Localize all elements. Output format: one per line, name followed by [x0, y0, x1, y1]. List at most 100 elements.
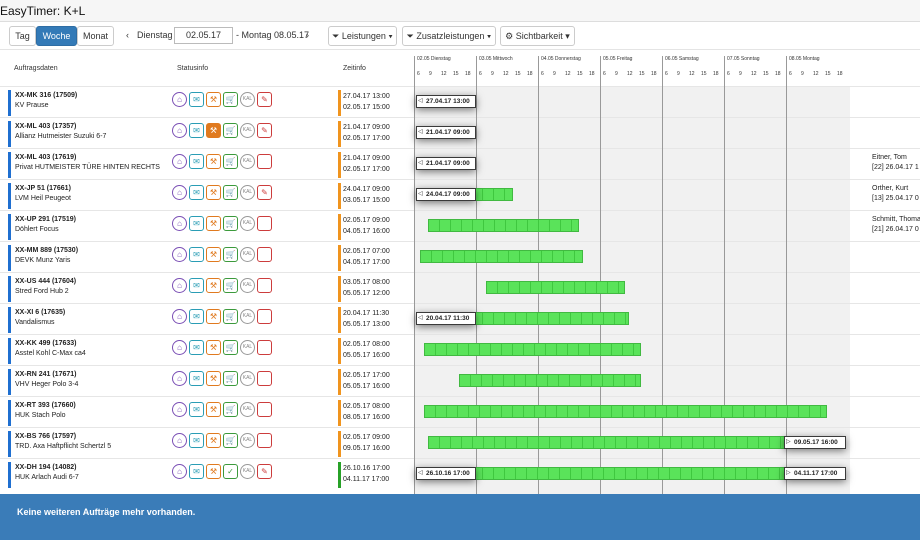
- tool-icon[interactable]: ⚒: [206, 154, 221, 169]
- pencil-icon[interactable]: ✎: [257, 92, 272, 107]
- cart-icon[interactable]: 🛒: [223, 123, 238, 138]
- mail-icon[interactable]: ✉: [189, 92, 204, 107]
- cart-icon[interactable]: 🛒: [223, 371, 238, 386]
- pencil-icon[interactable]: [257, 247, 272, 262]
- table-row[interactable]: XX-KK 499 (17633) Asstel Kohl C-Max ca4 ⌂ ✉…: [0, 334, 920, 365]
- tool-icon[interactable]: ⚒: [206, 185, 221, 200]
- kal-icon[interactable]: KAL: [240, 309, 255, 324]
- mail-icon[interactable]: ✉: [189, 464, 204, 479]
- kal-icon[interactable]: KAL: [240, 247, 255, 262]
- kal-icon[interactable]: KAL: [240, 216, 255, 231]
- gantt-bar[interactable]: [419, 250, 583, 263]
- cart-icon[interactable]: 🛒: [223, 309, 238, 324]
- start-overflow-tag[interactable]: ◁ 27.04.17 13:00: [416, 95, 476, 108]
- tool-icon[interactable]: ⚒: [206, 340, 221, 355]
- pencil-icon[interactable]: ✎: [257, 123, 272, 138]
- order-title[interactable]: XX-RT 393 (17660): [15, 402, 76, 409]
- tool-icon[interactable]: ⚒: [206, 433, 221, 448]
- tool-icon[interactable]: ⚒: [206, 309, 221, 324]
- leistungen-dropdown[interactable]: ⏷ Leistungen ▾: [328, 26, 397, 46]
- house-icon[interactable]: ⌂: [172, 123, 187, 138]
- house-icon[interactable]: ⌂: [172, 247, 187, 262]
- kal-icon[interactable]: KAL: [240, 123, 255, 138]
- table-row[interactable]: XX-UP 291 (17519) Döhlert Focus ⌂ ✉ ⚒ 🛒 KAL 02.…: [0, 210, 920, 241]
- gantt-bar[interactable]: [427, 219, 579, 232]
- order-title[interactable]: XX-US 444 (17604): [15, 278, 77, 285]
- table-row[interactable]: XX-ML 403 (17357) Allianz Hutmeister Suzu…: [0, 117, 920, 171]
- gantt-bar[interactable]: [423, 343, 641, 356]
- cart-icon[interactable]: 🛒: [223, 433, 238, 448]
- order-title[interactable]: XX-RN 241 (17671): [15, 371, 77, 378]
- kal-icon[interactable]: KAL: [240, 464, 255, 479]
- table-row[interactable]: XX-JP 51 (17661) LVM Heil Peugeot ⌂ ✉ ⚒ 🛒 KAL ✎…: [0, 179, 920, 233]
- gantt-bar[interactable]: [416, 467, 844, 480]
- house-icon[interactable]: ⌂: [172, 433, 187, 448]
- gantt-bar[interactable]: [423, 405, 827, 418]
- end-overflow-tag[interactable]: ▷ 09.05.17 16:00: [784, 436, 846, 449]
- mail-icon[interactable]: ✉: [189, 154, 204, 169]
- kal-icon[interactable]: KAL: [240, 278, 255, 293]
- pencil-icon[interactable]: [257, 402, 272, 417]
- kal-icon[interactable]: KAL: [240, 154, 255, 169]
- start-overflow-tag[interactable]: ◁ 21.04.17 09:00: [416, 157, 476, 170]
- order-title[interactable]: XX-KK 499 (17633): [15, 340, 77, 347]
- end-overflow-tag[interactable]: ▷ 04.11.17 17:00: [784, 467, 846, 480]
- house-icon[interactable]: ⌂: [172, 216, 187, 231]
- gantt-bar[interactable]: [485, 281, 626, 294]
- pencil-icon[interactable]: [257, 309, 272, 324]
- cart-icon[interactable]: 🛒: [223, 247, 238, 262]
- house-icon[interactable]: ⌂: [172, 185, 187, 200]
- table-row[interactable]: XX-XI 6 (17635) Vandalismus ⌂ ✉ ⚒ 🛒 KAL 20.04.1…: [0, 303, 920, 334]
- mail-icon[interactable]: ✉: [189, 247, 204, 262]
- kal-icon[interactable]: KAL: [240, 371, 255, 386]
- order-title[interactable]: XX-MM 889 (17530): [15, 247, 79, 254]
- start-overflow-tag[interactable]: ◁ 21.04.17 09:00: [416, 126, 476, 139]
- tool-icon[interactable]: ⚒: [206, 247, 221, 262]
- table-row[interactable]: XX-MK 316 (17509) KV Prause ⌂ ✉ ⚒ 🛒 KAL ✎ 27.04.…: [0, 86, 920, 117]
- mail-icon[interactable]: ✉: [189, 402, 204, 417]
- gantt-bar[interactable]: [458, 374, 641, 387]
- tool-icon[interactable]: ⚒: [206, 92, 221, 107]
- pencil-icon[interactable]: [257, 340, 272, 355]
- mail-icon[interactable]: ✉: [189, 309, 204, 324]
- order-title[interactable]: XX-ML 403 (17357): [15, 123, 77, 130]
- mail-icon[interactable]: ✉: [189, 185, 204, 200]
- order-title[interactable]: XX-DH 194 (14082): [15, 464, 77, 471]
- tool-icon[interactable]: ⚒: [206, 278, 221, 293]
- start-overflow-tag[interactable]: ◁ 20.04.17 11:30: [416, 312, 476, 325]
- cart-icon[interactable]: 🛒: [223, 402, 238, 417]
- kal-icon[interactable]: KAL: [240, 433, 255, 448]
- pencil-icon[interactable]: ✎: [257, 185, 272, 200]
- tool-icon[interactable]: ⚒: [206, 402, 221, 417]
- tab-monat[interactable]: Monat: [77, 26, 114, 46]
- table-row[interactable]: XX-RN 241 (17671) VHV Heger Polo 3-4 ⌂ ✉ ⚒ 🛒 K…: [0, 365, 920, 396]
- tab-tag[interactable]: Tag: [9, 26, 36, 46]
- table-row[interactable]: XX-ML 403 (17619) Privat HUTMEISTER TÜRE …: [0, 148, 920, 202]
- date-input[interactable]: 02.05.17: [174, 27, 233, 44]
- cart-icon[interactable]: 🛒: [223, 92, 238, 107]
- house-icon[interactable]: ⌂: [172, 340, 187, 355]
- house-icon[interactable]: ⌂: [172, 371, 187, 386]
- gantt-bar[interactable]: [427, 436, 844, 449]
- order-title[interactable]: XX-BS 766 (17597): [15, 433, 77, 440]
- table-row[interactable]: XX-US 444 (17604) Stred Ford Hub 2 ⌂ ✉ ⚒ 🛒 KAL…: [0, 272, 920, 303]
- mail-icon[interactable]: ✉: [189, 340, 204, 355]
- house-icon[interactable]: ⌂: [172, 154, 187, 169]
- order-title[interactable]: XX-MK 316 (17509): [15, 92, 78, 99]
- pencil-icon[interactable]: [257, 278, 272, 293]
- tool-icon[interactable]: ⚒: [206, 464, 221, 479]
- start-overflow-tag[interactable]: ◁ 24.04.17 09:00: [416, 188, 476, 201]
- table-row[interactable]: XX-BS 766 (17597) TRD. Axa Haftpflicht Sc…: [0, 427, 920, 458]
- house-icon[interactable]: ⌂: [172, 278, 187, 293]
- cart-icon[interactable]: 🛒: [223, 340, 238, 355]
- kal-icon[interactable]: KAL: [240, 340, 255, 355]
- start-overflow-tag[interactable]: ◁ 26.10.16 17:00: [416, 467, 476, 480]
- tool-icon[interactable]: ⚒: [206, 216, 221, 231]
- sichtbarkeit-dropdown[interactable]: ⚙ Sichtbarkeit ▾: [500, 26, 575, 46]
- pencil-icon[interactable]: [257, 433, 272, 448]
- table-row[interactable]: XX-MM 889 (17530) DEVK Munz Yaris ⌂ ✉ ⚒ 🛒 KAL 0…: [0, 241, 920, 272]
- kal-icon[interactable]: KAL: [240, 92, 255, 107]
- tool-icon[interactable]: ⚒: [206, 371, 221, 386]
- house-icon[interactable]: ⌂: [172, 402, 187, 417]
- mail-icon[interactable]: ✉: [189, 371, 204, 386]
